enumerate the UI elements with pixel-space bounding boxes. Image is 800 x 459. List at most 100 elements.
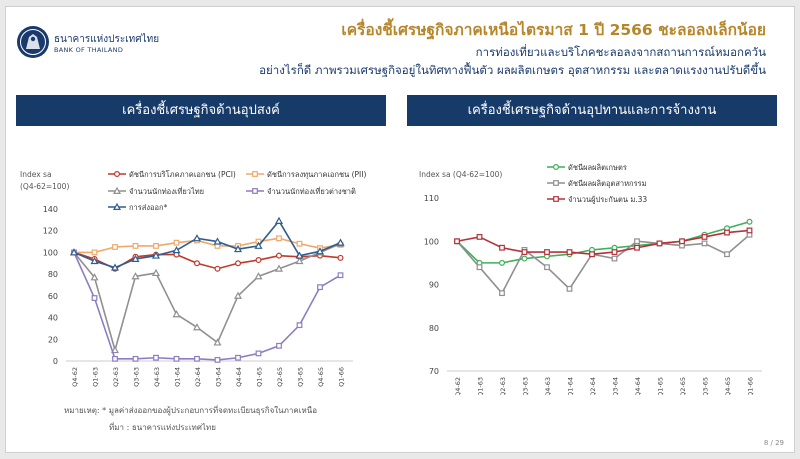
slide-subtitle-1: การท่องเที่ยวและบริโภคชะลอลงจากสถานการณ์…	[475, 45, 766, 59]
series-line	[73, 252, 341, 361]
y-tick-label: 80	[429, 324, 439, 333]
legend-marker	[252, 171, 258, 177]
y-tick-label: 100	[43, 248, 58, 257]
x-tick-label: Q4-63	[153, 367, 161, 387]
x-tick-label: Q2-65	[679, 377, 687, 395]
data-point	[701, 234, 708, 240]
data-point	[724, 251, 730, 258]
legend-label: จำนวนนักท่องเที่ยวต่างชาติ	[267, 186, 356, 196]
x-tick-label: Q4-65	[317, 367, 325, 387]
data-point	[235, 354, 241, 361]
y-tick-label: 140	[43, 205, 58, 214]
data-point	[151, 251, 161, 259]
legend-label: ดัชนีการลงทุนภาคเอกชน (PII)	[267, 170, 366, 179]
data-point	[295, 256, 304, 265]
page-number: 8 / 29	[763, 439, 784, 447]
y-tick-label: 60	[48, 292, 58, 301]
data-point	[611, 249, 618, 255]
x-tick-label: Q1-64	[174, 367, 182, 387]
data-point	[679, 238, 685, 245]
legend-marker	[252, 188, 258, 194]
y-tick-label: 20	[48, 335, 58, 344]
data-point	[611, 255, 618, 262]
y-axis-label-2: (Q4-62=100)	[20, 182, 69, 191]
data-point	[194, 260, 201, 267]
data-point	[110, 263, 120, 271]
x-tick-label: Q3-63	[522, 377, 530, 395]
data-point	[254, 241, 263, 249]
data-point	[131, 254, 140, 262]
chart-note: หมายเหตุ: * มูลค่าส่งออกของผู้ประกอบการท…	[64, 406, 318, 415]
legend-label: ดัชนีผลผลิตอุตสาหกรรม	[568, 179, 647, 188]
series-line	[73, 243, 341, 354]
data-point	[255, 350, 262, 357]
x-tick-label: Q1-65	[657, 377, 665, 395]
data-point	[233, 291, 243, 299]
chart-source: ที่มา : ธนาคารแห่งประเทศไทย	[109, 423, 216, 432]
bank-logo: ธนาคารแห่งประเทศไทย BANK OF THAILAND	[16, 25, 186, 65]
data-point	[634, 244, 640, 251]
data-point	[521, 255, 528, 262]
data-point	[132, 355, 139, 362]
data-point	[274, 264, 284, 272]
data-point	[194, 355, 200, 362]
x-tick-label: Q2-63	[499, 377, 507, 395]
data-point	[213, 338, 222, 346]
series-5	[69, 216, 345, 271]
y-tick-label: 70	[429, 367, 439, 376]
y-tick-label: 100	[424, 237, 439, 246]
data-point	[192, 323, 202, 331]
data-point	[153, 243, 159, 249]
legend-marker	[112, 186, 122, 195]
data-point	[589, 251, 595, 258]
y-tick-label: 0	[53, 357, 58, 366]
demand-panel-title: เครื่องชี้เศรษฐกิจด้านอุปสงค์	[16, 95, 386, 126]
x-tick-label: Q3-64	[215, 367, 223, 387]
data-point	[746, 218, 753, 225]
data-point	[173, 239, 180, 246]
x-tick-label: Q3-63	[133, 367, 141, 387]
legend-label: ดัชนีผลผลิตเกษตร	[568, 163, 627, 172]
seal-icon	[17, 26, 49, 58]
series-line	[73, 219, 341, 269]
logo-thai-name: ธนาคารแห่งประเทศไทย	[54, 34, 160, 45]
data-point	[296, 240, 303, 247]
data-point	[151, 268, 161, 277]
legend-marker	[553, 196, 559, 202]
x-tick-label: Q1-66	[338, 367, 346, 387]
data-point	[521, 249, 528, 255]
data-point	[112, 244, 118, 250]
y-tick-label: 40	[48, 314, 58, 323]
data-point	[254, 272, 263, 280]
y-tick-label: 80	[48, 270, 58, 279]
x-tick-label: Q4-64	[634, 377, 642, 395]
x-tick-label: Q2-65	[276, 367, 284, 387]
y-axis-label: Index sa (Q4-62=100)	[419, 170, 502, 179]
x-tick-label: Q3-64	[612, 377, 620, 395]
demand-chart: Index sa (Q4-62=100) 0 20 40 60 80 100 120 140 Q4-…	[20, 170, 366, 387]
x-tick-label: Q4-64	[235, 367, 243, 387]
data-point	[173, 355, 180, 362]
legend-label: จำนวนผู้ประกันตน ม.33	[568, 195, 647, 204]
data-point	[724, 229, 730, 236]
data-point	[746, 227, 753, 234]
slide-subtitle-2: อย่างไรก็ดี ภาพรวมเศรษฐกิจอยู่ในทิศทางฟื…	[259, 63, 766, 77]
series-line	[456, 234, 751, 295]
data-point	[172, 246, 181, 254]
data-point	[276, 235, 282, 242]
legend-marker	[553, 180, 559, 186]
x-tick-label: Q3-65	[702, 377, 710, 395]
x-tick-label: Q2-64	[194, 367, 202, 387]
y-axis-label: Index sa	[20, 170, 52, 179]
data-point	[91, 249, 98, 256]
data-point	[317, 284, 323, 291]
series-line	[456, 221, 750, 264]
data-point	[214, 265, 221, 272]
x-tick-label: Q1-64	[567, 377, 575, 395]
data-point	[233, 244, 243, 253]
x-tick-label: Q4-62	[454, 377, 462, 395]
x-tick-label: Q1-66	[747, 377, 755, 395]
supply-chart: Index sa (Q4-62=100) 70 80 90 100 110 Q4-62 Q1-…	[419, 163, 762, 395]
data-point	[337, 272, 344, 279]
data-point	[337, 254, 344, 261]
